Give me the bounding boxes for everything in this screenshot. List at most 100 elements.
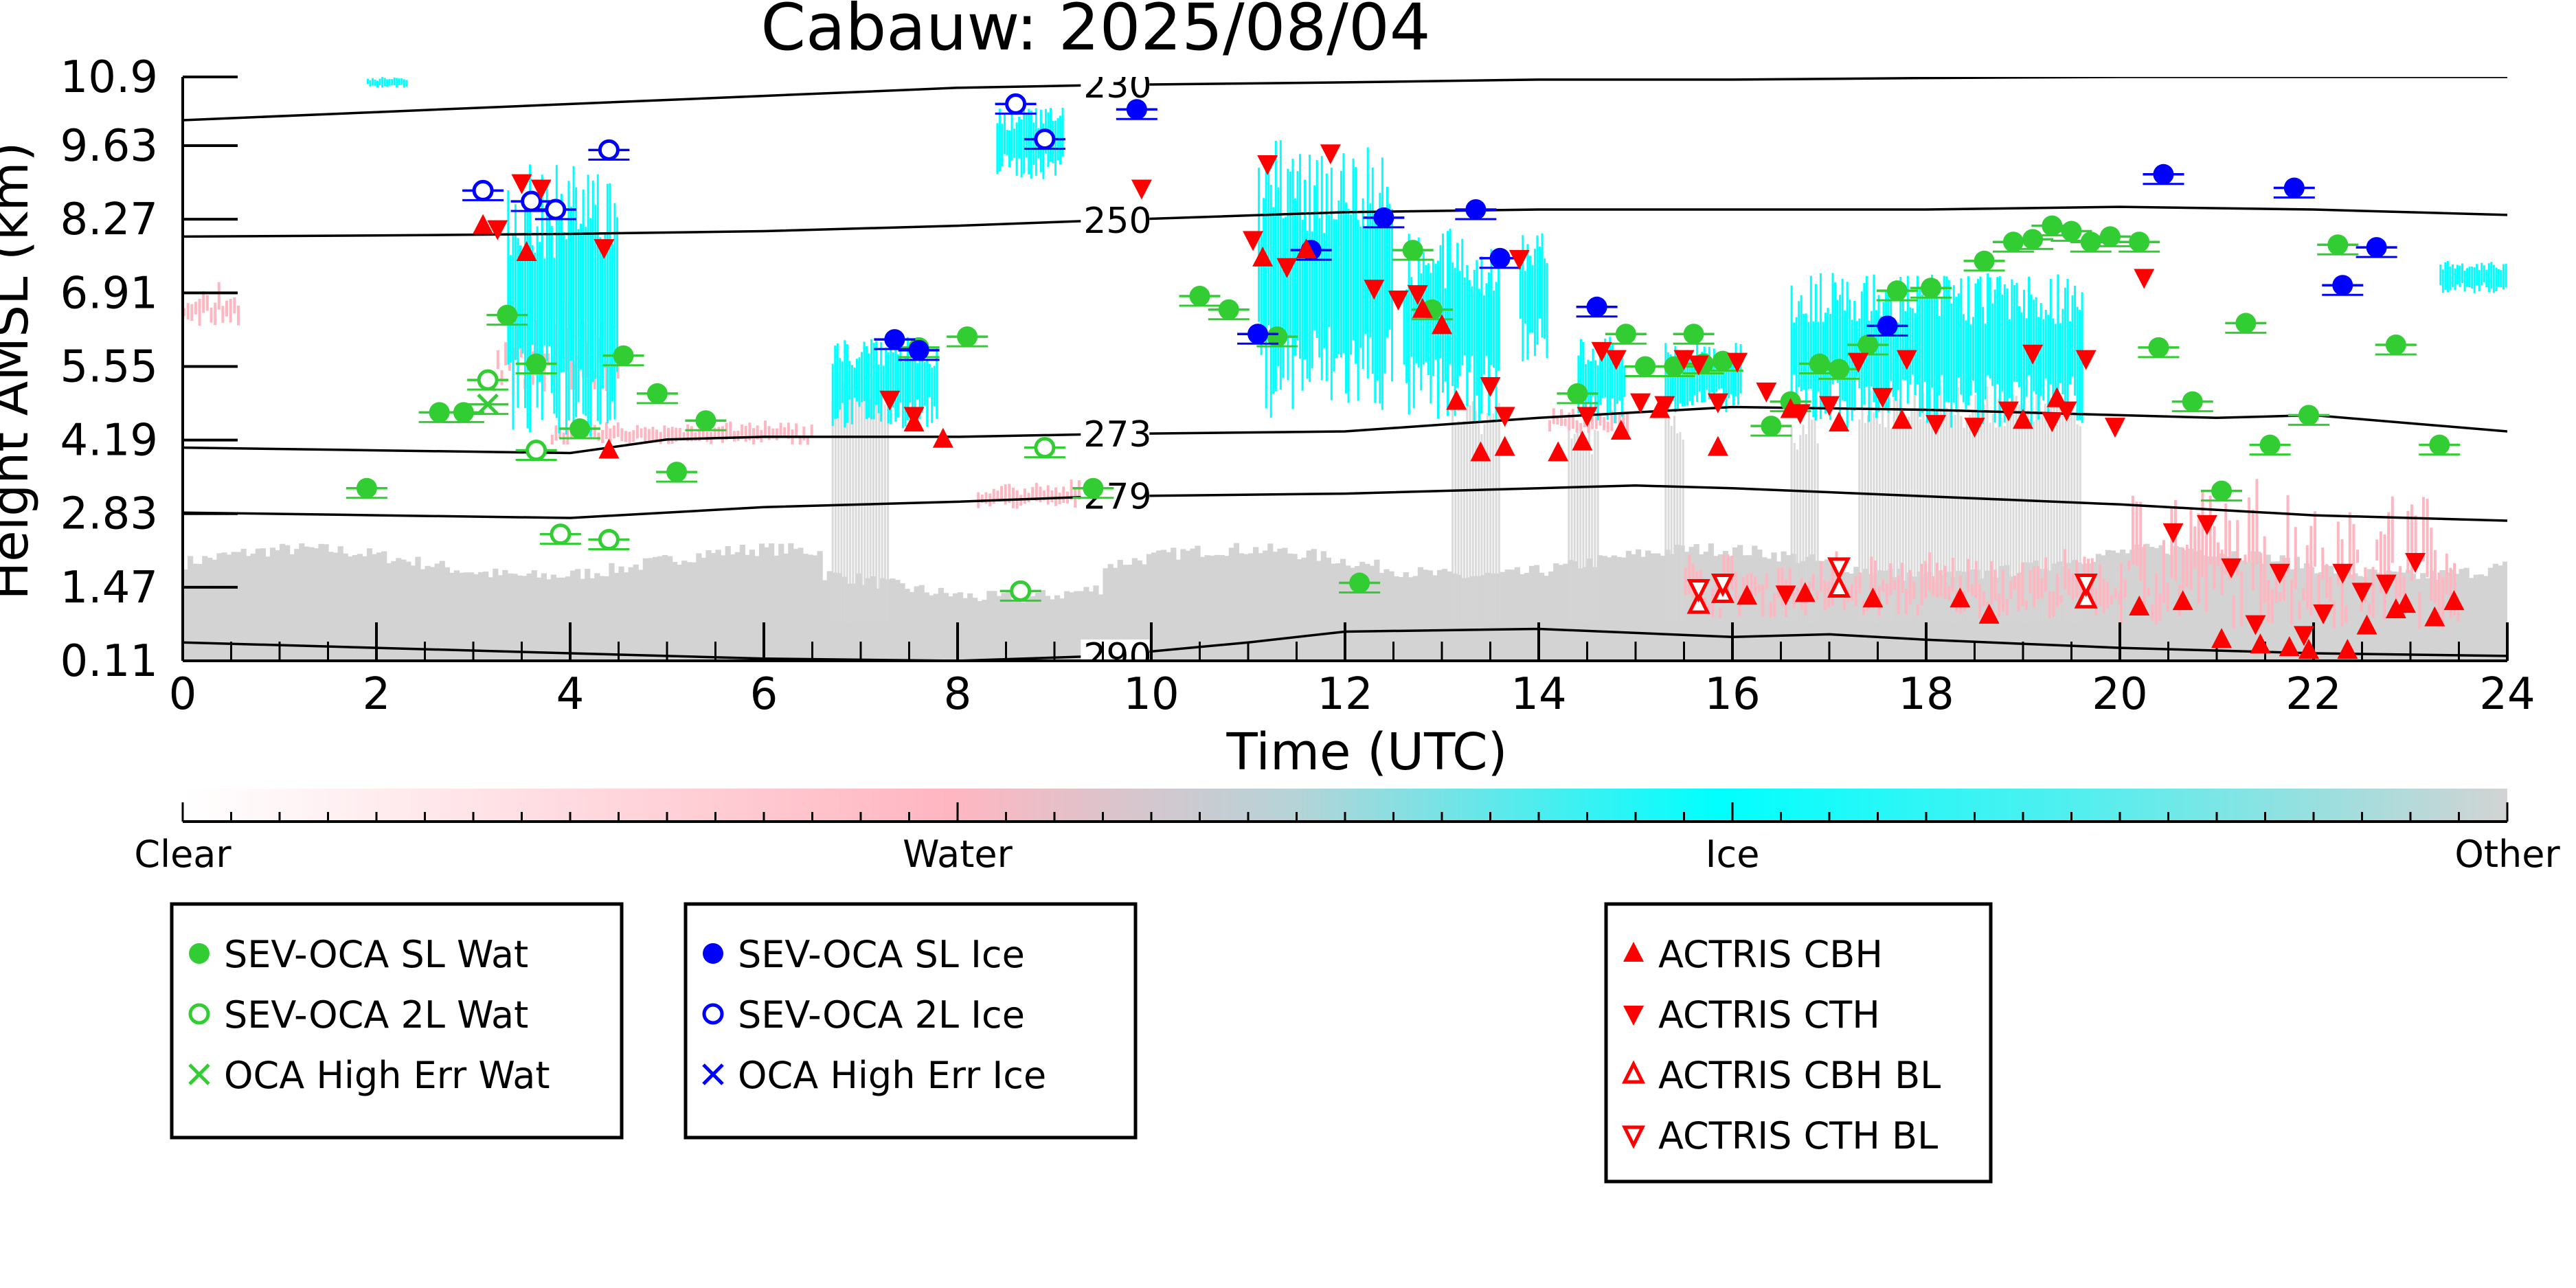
- data-point: [1465, 199, 1487, 221]
- data-point: [2293, 626, 2314, 646]
- bg-column: [1355, 565, 1361, 661]
- bg-column: [844, 340, 846, 428]
- bg-column: [1684, 552, 1690, 661]
- bg-column: [1403, 572, 1409, 661]
- bg-column: [1476, 260, 1478, 396]
- bg-column: [2047, 399, 2050, 624]
- bg-column: [2003, 426, 2006, 624]
- bg-column: [1896, 389, 1899, 624]
- bg-column: [1928, 281, 1931, 420]
- bg-column: [1967, 276, 1969, 405]
- bg-column: [400, 559, 407, 661]
- bg-column: [1911, 308, 1914, 375]
- bg-column: [2197, 550, 2203, 661]
- bg-column: [1606, 557, 1612, 661]
- bg-column: [236, 305, 240, 326]
- data-point: [1635, 356, 1656, 377]
- data-point: [2385, 598, 2406, 618]
- bg-column: [1386, 186, 1388, 338]
- bg-column: [2236, 558, 2242, 661]
- bg-column: [1991, 414, 1994, 624]
- bg-column: [2232, 595, 2235, 629]
- bg-column: [1489, 411, 1492, 624]
- bg-column: [1916, 275, 1919, 385]
- bg-column: [1899, 277, 1902, 414]
- bg-column: [788, 543, 794, 661]
- bg-column: [2018, 572, 2024, 661]
- bg-column: [2468, 267, 2471, 288]
- bg-column: [1913, 396, 1916, 624]
- bg-column: [1335, 219, 1337, 358]
- bg-column: [2239, 572, 2243, 627]
- bg-column: [1951, 557, 1954, 592]
- contour-label-bg: [1081, 77, 1150, 102]
- bg-column: [1544, 576, 1550, 661]
- bg-column: [1442, 569, 1448, 661]
- data-point: [2022, 344, 2044, 365]
- bg-column: [1596, 555, 1603, 661]
- bg-column: [434, 563, 440, 661]
- bg-column: [1670, 426, 1673, 624]
- bg-column: [1963, 427, 1965, 624]
- bg-column: [2061, 413, 2064, 624]
- bg-column: [497, 575, 504, 661]
- bg-column: [2338, 565, 2344, 661]
- bg-column: [698, 429, 701, 442]
- bg-column: [1870, 556, 1873, 591]
- data-point: [1896, 350, 1917, 370]
- bg-column: [545, 181, 548, 361]
- bg-column: [1042, 123, 1045, 179]
- bg-column: [1447, 571, 1453, 661]
- bg-column: [190, 304, 194, 321]
- bg-column: [977, 601, 983, 661]
- bg-column: [1901, 286, 1904, 380]
- data-point: [2337, 639, 2358, 659]
- bg-column: [1478, 423, 1480, 624]
- bg-column: [1553, 563, 1559, 661]
- bg-column: [2483, 265, 2485, 282]
- bg-column: [374, 79, 376, 86]
- bg-column: [672, 561, 678, 661]
- bg-column: [545, 579, 552, 661]
- bg-column: [1267, 543, 1274, 661]
- bg-column: [972, 598, 978, 661]
- data-point: [1591, 341, 1612, 362]
- bg-column: [1318, 218, 1321, 358]
- bg-column: [1925, 420, 1928, 624]
- bg-column: [2008, 319, 2011, 398]
- bg-column: [1978, 583, 1982, 618]
- bg-column: [1742, 577, 1745, 605]
- bg-column: [2433, 550, 2437, 604]
- bg-column: [1043, 490, 1046, 501]
- bg-column: [1805, 556, 1811, 661]
- bg-column: [1922, 393, 1925, 624]
- bg-column: [1039, 486, 1042, 503]
- data-point: [1489, 247, 1511, 269]
- bg-column: [2478, 270, 2481, 292]
- bg-column: [1107, 564, 1114, 661]
- bg-column: [877, 364, 880, 414]
- bg-column: [1301, 219, 1304, 391]
- bg-column: [352, 554, 358, 661]
- bg-column: [1059, 598, 1065, 661]
- x-tick-label: 24: [2479, 669, 2535, 720]
- data-point: [2366, 237, 2387, 258]
- bg-column: [1693, 362, 1696, 395]
- bg-column: [1420, 273, 1423, 391]
- bg-column: [875, 341, 878, 405]
- bg-column: [2270, 589, 2274, 624]
- bg-column: [1715, 583, 1718, 598]
- bg-column: [1998, 398, 2000, 624]
- bg-column: [585, 569, 591, 661]
- bg-column: [2189, 508, 2193, 591]
- bg-column: [1754, 576, 1757, 597]
- bg-column: [1831, 273, 1834, 385]
- bg-column: [1669, 354, 1672, 400]
- bg-column: [1679, 353, 1682, 404]
- legend-box: [1604, 902, 1993, 1184]
- bg-column: [690, 426, 693, 442]
- data-point: [594, 239, 615, 260]
- bg-column: [2021, 404, 2024, 624]
- bg-column: [508, 326, 511, 371]
- bg-column: [2129, 550, 2136, 661]
